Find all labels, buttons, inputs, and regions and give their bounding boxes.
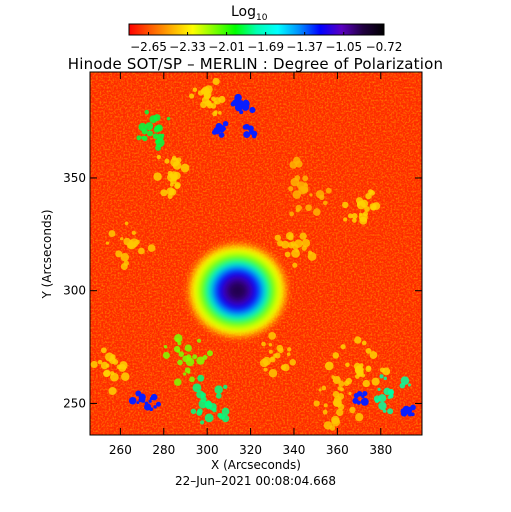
timestamp: 22–Jun–2021 00:08:04.668 bbox=[175, 474, 336, 488]
y-tick-label: 350 bbox=[63, 171, 86, 185]
colorbar-tick-label: −1.37 bbox=[286, 40, 323, 54]
x-axis: 260 280 300 320 340 360 380 bbox=[109, 72, 392, 457]
colorbar-tick-label: −2.33 bbox=[169, 40, 206, 54]
colorbar-tick-label: −2.65 bbox=[130, 40, 167, 54]
chart-title: Hinode SOT/SP – MERLIN : Degree of Polar… bbox=[67, 55, 444, 73]
y-tick-label: 300 bbox=[63, 284, 86, 298]
colorbar-tick-label: −1.05 bbox=[325, 40, 362, 54]
colorbar-label: Log10 bbox=[231, 4, 268, 23]
colorbar-tick-label: −1.69 bbox=[247, 40, 284, 54]
y-tick-label: 250 bbox=[63, 396, 86, 410]
colorbar-tick-label: −0.72 bbox=[366, 40, 403, 54]
heatmap-image bbox=[90, 72, 422, 435]
colorbar-ticks: −2.65 −2.33 −2.01 −1.69 −1.37 −1.05 −0.72 bbox=[128, 23, 403, 54]
y-axis: 250 300 350 bbox=[63, 171, 422, 410]
x-tick-label: 320 bbox=[239, 443, 262, 457]
x-tick-label: 300 bbox=[196, 443, 219, 457]
colorbar-tick-label: −2.01 bbox=[208, 40, 245, 54]
plot-frame bbox=[89, 71, 423, 436]
colorbar bbox=[129, 24, 384, 35]
x-tick-label: 380 bbox=[369, 443, 392, 457]
x-tick-label: 360 bbox=[326, 443, 349, 457]
x-tick-label: 260 bbox=[109, 443, 132, 457]
x-tick-label: 340 bbox=[283, 443, 306, 457]
y-axis-label: Y (Arcseconds) bbox=[40, 209, 54, 299]
x-axis-label: X (Arcseconds) bbox=[211, 458, 301, 472]
x-tick-label: 280 bbox=[152, 443, 175, 457]
